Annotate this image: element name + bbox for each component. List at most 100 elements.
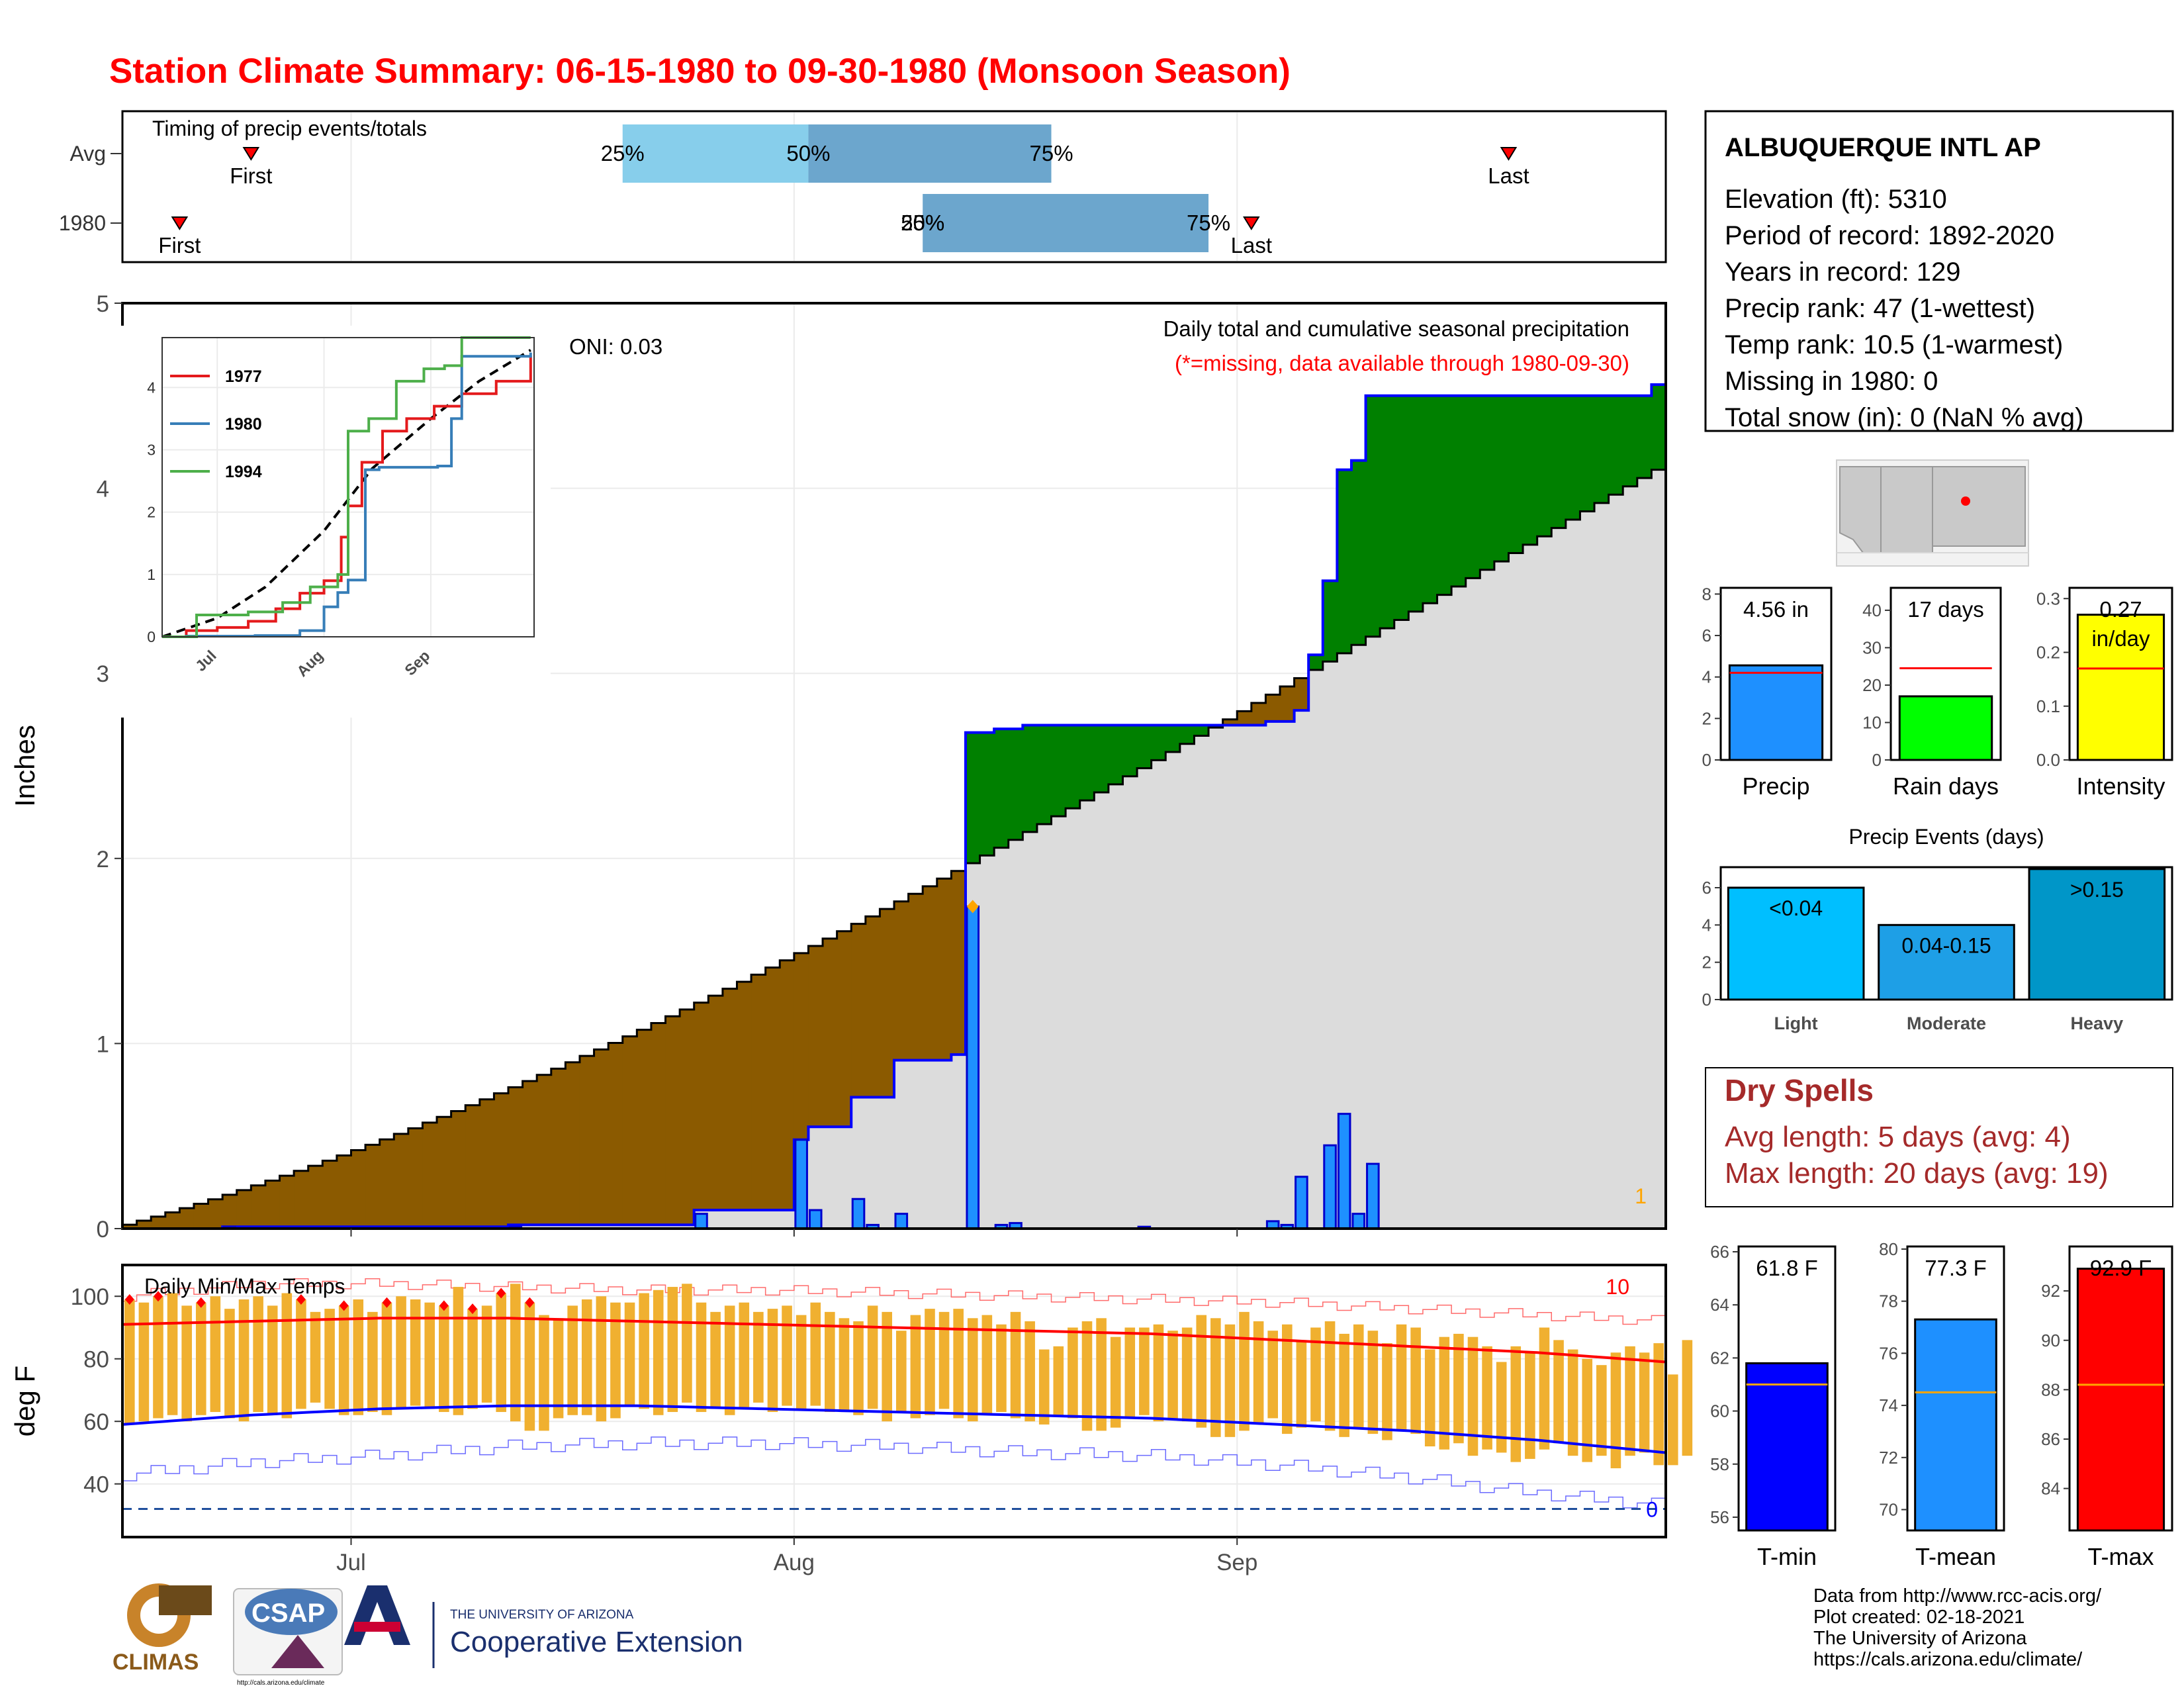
cumulative-fill (1351, 645, 1367, 1229)
daily-temp-bar (1567, 1349, 1578, 1456)
below-average-fill (336, 1155, 351, 1227)
footer-line-4: https://cals.arizona.edu/climate/ (1813, 1649, 2083, 1670)
missing-data-marker (966, 900, 979, 914)
cumulative-fill (1151, 760, 1166, 1229)
record-high-marker (439, 1300, 449, 1311)
first-event-label: First (158, 233, 201, 258)
below-average-fill (908, 894, 923, 1060)
events-bar-moderate (1878, 923, 2015, 1001)
temp-y-tick-label: 100 (71, 1284, 109, 1310)
cumulative-fill (1294, 710, 1309, 1229)
tmax-summary-y-tick-label: 86 (2041, 1429, 2060, 1449)
cumulative-fill (522, 1225, 537, 1229)
daily-temp-bar (853, 1321, 864, 1415)
below-average-fill (451, 1111, 466, 1227)
below-average-fill (894, 901, 909, 1060)
daily-temp-bar (267, 1305, 278, 1415)
tmin-summary-category-label: T-min (1757, 1543, 1817, 1570)
daily-temp-bar (281, 1293, 293, 1419)
daily-temp-bar (1339, 1333, 1349, 1437)
tmax-summary-y-tick-label: 88 (2041, 1380, 2060, 1399)
below-average-fill (737, 982, 752, 1211)
cumulative-fill (1208, 727, 1224, 1229)
daily-temp-bar (1239, 1311, 1250, 1431)
cumulative-fill (1651, 469, 1666, 1229)
tmean-summary-y-tick-label: 76 (1879, 1343, 1898, 1363)
csap-url: http://cals.arizona.edu/climate (237, 1679, 325, 1687)
page-title: Station Climate Summary: 06-15-1980 to 0… (109, 52, 1291, 91)
daily-temp-bar (1639, 1352, 1650, 1453)
temp-y-tick-label: 80 (83, 1347, 109, 1373)
below-average-fill (594, 1049, 609, 1225)
daily-temp-bar (1267, 1331, 1278, 1419)
daily-temp-bar (1539, 1327, 1550, 1450)
below-average-fill (637, 1029, 652, 1225)
daily-temp-bar (1024, 1321, 1035, 1422)
inset-series-1980 (162, 352, 532, 638)
cumulative-fill (637, 1225, 652, 1229)
below-average-fill (708, 996, 723, 1211)
daily-temp-bar (1153, 1324, 1164, 1422)
temp-y-axis-label: deg F (9, 1366, 40, 1436)
inset-legend-label: 1994 (225, 463, 262, 481)
intensity-summary-category-label: Intensity (2076, 773, 2165, 800)
below-average-fill (308, 1166, 323, 1227)
below-average-fill (808, 945, 823, 1127)
above-average-fill (1108, 725, 1123, 784)
dry-spells-title: Dry Spells (1725, 1073, 1874, 1107)
below-average-fill (622, 1036, 637, 1225)
events-y-tick-label: 2 (1702, 953, 1711, 972)
daily-temp-bar (195, 1302, 206, 1415)
cumulative-fill (1494, 561, 1509, 1229)
cumulative-fill (1523, 544, 1538, 1229)
daily-temp-bar (796, 1315, 807, 1409)
above-average-fill (1480, 395, 1495, 570)
tmean-summary-bar (1914, 1318, 1997, 1532)
daily-temp-bar (310, 1311, 321, 1403)
cumulative-fill (1023, 831, 1038, 1229)
above-average-fill (1608, 395, 1623, 495)
cumulative-fill (1237, 725, 1252, 1229)
below-average-fill (251, 1185, 266, 1227)
daily-temp-bar (1181, 1327, 1193, 1422)
daily-temp-bar (510, 1284, 521, 1422)
cumulative-fill (851, 1097, 866, 1229)
footer-credits: Data from http://www.rcc-acis.org/ Plot … (1813, 1585, 2102, 1670)
events-category-label: Heavy (2071, 1013, 2124, 1033)
below-average-fill (608, 1043, 623, 1225)
cumulative-fill (823, 1127, 838, 1229)
rain-days-summary-y-tick-label: 10 (1862, 712, 1882, 732)
tmax-summary-y-tick-label: 90 (2041, 1331, 2060, 1350)
below-average-fill (951, 870, 966, 1055)
daily-temp-bar (724, 1305, 735, 1415)
daily-temp-bar (253, 1296, 263, 1413)
below-average-fill (151, 1216, 166, 1229)
cumulative-fill (1137, 768, 1152, 1229)
precip-summary-value-label: 4.56 in (1743, 597, 1809, 622)
daily-temp-bar (1167, 1331, 1178, 1419)
tmean-summary-y-tick-label: 78 (1879, 1291, 1898, 1311)
cumulative-fill (1308, 669, 1324, 1229)
daily-temp-bar (782, 1305, 792, 1406)
precip-panel: 0 1 2 3 4 5 Inches Daily total and cumulative s… (9, 291, 1667, 1243)
precip-frame (121, 302, 1667, 1230)
above-average-fill (1179, 725, 1195, 744)
cumulative-fill (1594, 502, 1610, 1229)
cumulative-fill (894, 1060, 909, 1229)
daily-temp-bar (539, 1315, 549, 1431)
cumulative-fill (1465, 578, 1480, 1229)
daily-temp-bar (1396, 1324, 1407, 1431)
tmin-summary-y-tick-label: 60 (1710, 1401, 1729, 1421)
below-average-fill (694, 1002, 709, 1211)
below-average-fill (279, 1176, 295, 1227)
precip-y-tick-label: 0 (97, 1217, 109, 1243)
cumulative-fill (551, 1225, 566, 1229)
cumulative-fill (1251, 725, 1266, 1229)
above-average-fill (1165, 725, 1181, 753)
inset-y-tick-label: 4 (147, 379, 156, 396)
record-high-marker (296, 1293, 306, 1305)
above-average-fill (1451, 395, 1467, 587)
cumulative-fill (1608, 494, 1623, 1229)
events-y-tick-label: 6 (1702, 878, 1711, 898)
events-category-label: Light (1774, 1013, 1818, 1033)
